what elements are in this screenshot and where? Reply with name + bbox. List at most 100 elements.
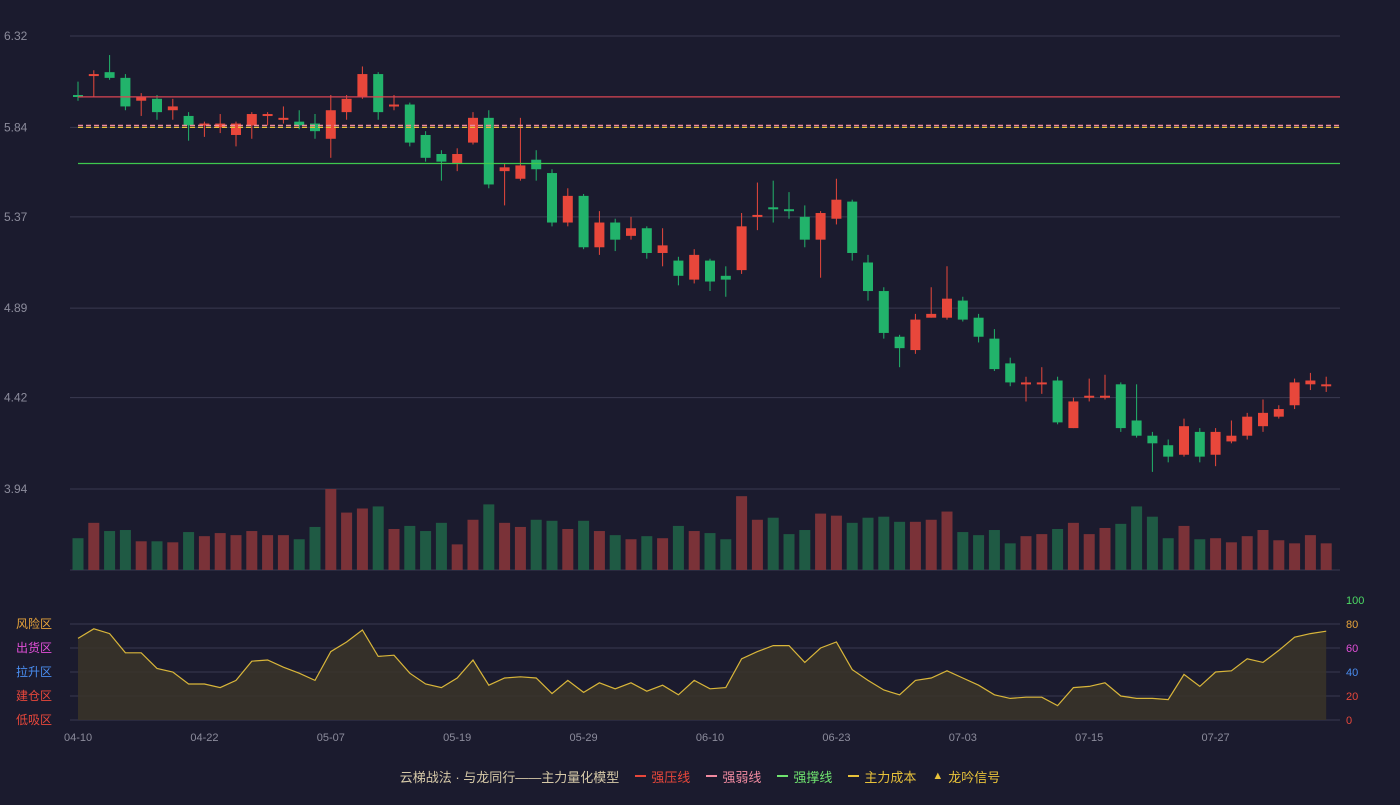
volume-bar [309, 526, 321, 570]
volume-bar [925, 519, 937, 570]
candle-body [1242, 416, 1253, 436]
candle-body [1321, 384, 1332, 387]
candle-body [673, 260, 684, 276]
volume-bar [104, 531, 116, 570]
candle-body [784, 209, 794, 212]
indicator-panel [77, 628, 1327, 720]
candle-body [104, 72, 115, 78]
volume-bar [1067, 522, 1079, 570]
volume-bar [1131, 506, 1143, 570]
volume-bar [1020, 536, 1032, 570]
price-tick-label: 5.84 [4, 120, 28, 134]
volume-bar [1304, 535, 1316, 570]
candle-body [357, 74, 368, 97]
volume-bar [135, 541, 147, 570]
candle-body [815, 213, 826, 240]
volume-bar [578, 520, 590, 570]
volume-bar [704, 533, 716, 570]
candle-body [1258, 412, 1268, 427]
candle-body [1021, 382, 1031, 385]
volume-bar [1241, 536, 1253, 570]
candle-body [1100, 395, 1110, 398]
indicator-area [78, 628, 1327, 720]
candle-body [1194, 431, 1205, 457]
legend-item: 强压线 [635, 767, 690, 786]
volume-bar [1036, 534, 1048, 570]
volume-bar [435, 522, 447, 570]
candle-body [1115, 384, 1126, 429]
volume-bar [1273, 540, 1285, 570]
legend-label: 强压线 [651, 769, 691, 785]
date-tick-label: 05-19 [443, 732, 471, 744]
candle-body [989, 338, 1000, 370]
reference-lines [78, 96, 1340, 165]
candle-body [1163, 445, 1174, 457]
candle-body [720, 275, 731, 280]
candle-body [1036, 382, 1047, 385]
indicator-tick-label: 100 [1346, 595, 1364, 607]
date-tick-label: 05-07 [317, 732, 345, 744]
legend-label: 强撑线 [793, 769, 833, 785]
volume-bar [420, 531, 432, 570]
candle-body [373, 74, 384, 113]
volume-bar [672, 525, 684, 570]
volume-bar [198, 536, 210, 570]
volume-bar [846, 522, 858, 570]
candle-body [215, 123, 226, 128]
indicator-tick-label: 80 [1346, 619, 1358, 631]
volume-bar [214, 533, 226, 570]
candle-body [262, 114, 273, 117]
price-tick-label: 3.94 [4, 482, 28, 496]
legend-swatch [706, 775, 718, 777]
candle-body [689, 254, 700, 280]
candle-body [768, 207, 779, 210]
candle-body [610, 222, 621, 240]
volume-bar [262, 535, 274, 570]
volume-bar [1115, 523, 1127, 570]
candle-body [1210, 431, 1221, 455]
legend-item: ▲ 龙吟信号 [932, 767, 1000, 786]
candle-body [167, 106, 178, 111]
zone-label: 低吸区 [16, 713, 52, 727]
volume-bar [767, 517, 779, 570]
candle-body [1068, 401, 1079, 429]
volume-bar [246, 531, 258, 570]
volume-bar [1162, 538, 1174, 570]
volume-bar [88, 522, 100, 570]
legend-label: 主力成本 [864, 769, 917, 785]
zone-label: 建仓区 [16, 689, 52, 703]
volume-bar [167, 542, 179, 570]
candle-body [1005, 363, 1016, 383]
indicator-tick-label: 40 [1346, 667, 1358, 679]
price-tick-label: 4.42 [4, 391, 28, 405]
volume-bar [1099, 527, 1111, 570]
volume-bar [356, 508, 368, 570]
volume-bar [657, 538, 669, 570]
candle-body [705, 260, 715, 282]
candle-body [341, 98, 352, 113]
volume-bar [483, 504, 495, 570]
volume-bar [957, 532, 969, 570]
date-tick-label: 07-15 [1075, 732, 1103, 744]
candle-body [1179, 426, 1189, 455]
candle-body [120, 77, 131, 107]
volume-bar [372, 506, 384, 570]
candle-body [657, 245, 668, 253]
candle-body [436, 154, 447, 162]
candle-body [1226, 435, 1237, 442]
candle-body [1147, 435, 1158, 444]
volume-bar [467, 519, 479, 570]
candle-body [231, 123, 241, 135]
indicator-tick-label: 0 [1346, 715, 1352, 727]
volume-bar [941, 511, 953, 570]
candle-body [1052, 380, 1063, 423]
volume-bar [894, 521, 906, 570]
volume-bar [451, 544, 463, 570]
date-tick-label: 07-03 [949, 732, 977, 744]
volume-bar [1146, 516, 1158, 570]
legend-label: 龙吟信号 [948, 769, 1001, 785]
candle-body [152, 98, 162, 113]
candle-body [1273, 409, 1284, 417]
